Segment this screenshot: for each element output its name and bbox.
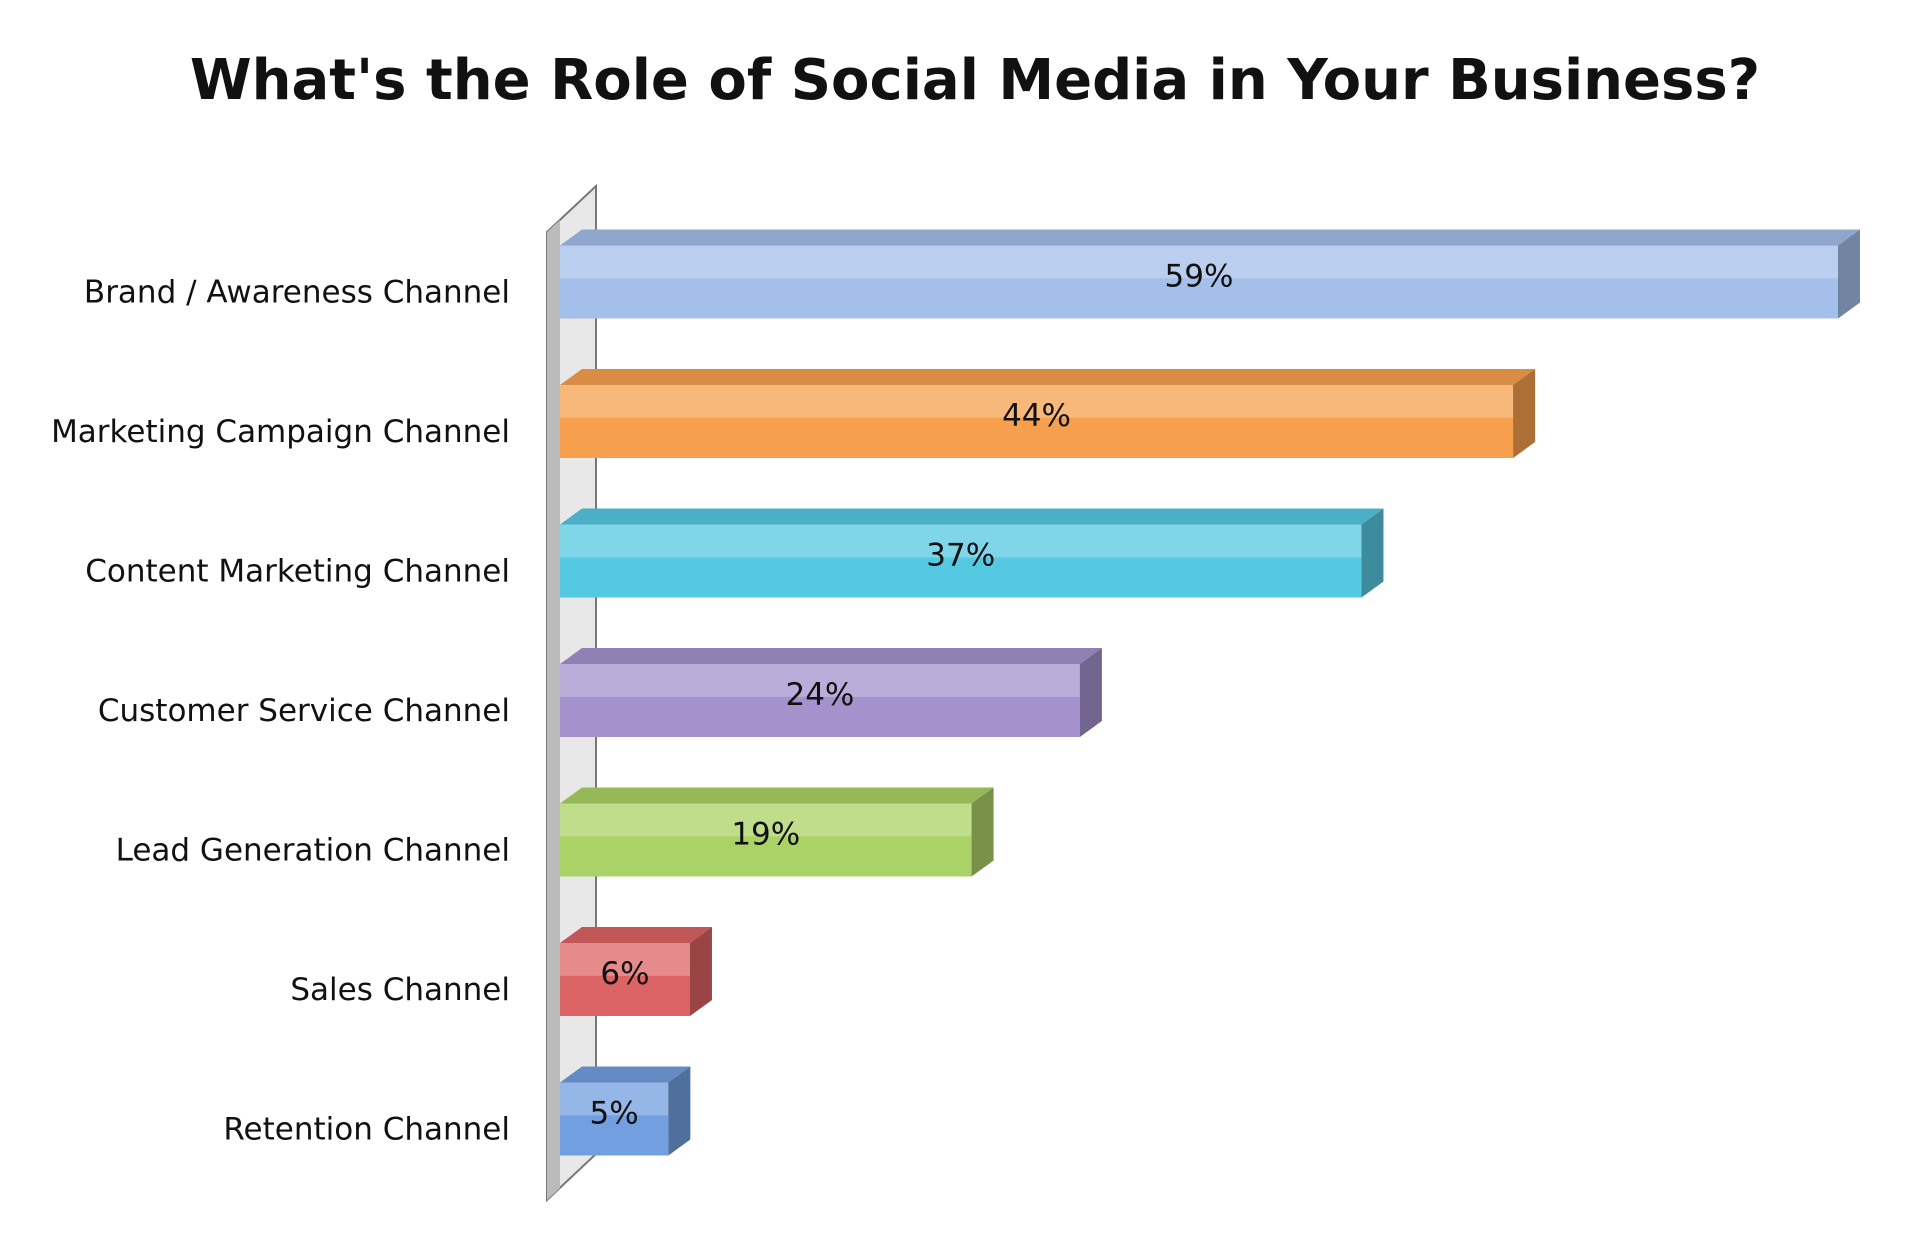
- bar: [560, 664, 1080, 737]
- value-label: 24%: [785, 677, 854, 713]
- category-label: Content Marketing Channel: [85, 554, 510, 590]
- bar-top: [560, 648, 1102, 664]
- category-label: Marketing Campaign Channel: [51, 414, 510, 450]
- category-label: Lead Generation Channel: [116, 833, 510, 869]
- bar-side: [1079, 648, 1102, 737]
- bar-side: [971, 787, 994, 877]
- bar-shine: [560, 803, 972, 837]
- bar-top: [560, 229, 1860, 246]
- bar: [560, 385, 1514, 458]
- bar: [560, 1082, 669, 1156]
- bar-top: [560, 787, 994, 804]
- bar-side: [668, 1066, 691, 1156]
- value-label: 5%: [590, 1096, 639, 1132]
- bar-shine: [560, 1082, 669, 1116]
- bar-shine: [560, 943, 690, 976]
- bar-shine: [560, 245, 1838, 279]
- bar-side: [1513, 369, 1536, 458]
- category-label: Retention Channel: [223, 1112, 510, 1148]
- bar-side-shade: [1361, 508, 1384, 598]
- value-label: 44%: [1002, 398, 1071, 434]
- bar-top: [560, 927, 712, 943]
- bar-top-shade: [560, 1066, 691, 1083]
- bar: [560, 245, 1838, 319]
- bar-top: [560, 508, 1384, 525]
- chart-title: What's the Role of Social Media in Your …: [190, 48, 1760, 113]
- bar-shine: [560, 385, 1514, 418]
- bar-side-shade: [1513, 369, 1536, 458]
- bar-side-shade: [689, 927, 712, 1016]
- bar-top-shade: [560, 229, 1860, 246]
- bar-shine: [560, 524, 1362, 558]
- bar: [560, 803, 972, 877]
- bar-shine: [560, 664, 1080, 697]
- bar: [560, 524, 1362, 598]
- category-label: Brand / Awareness Channel: [84, 275, 510, 311]
- value-label: 37%: [926, 538, 995, 574]
- bar-side: [1361, 508, 1384, 598]
- category-label: Customer Service Channel: [98, 693, 510, 729]
- bar-side-shade: [1079, 648, 1102, 737]
- bar-side-shade: [971, 787, 994, 877]
- bar-top-shade: [560, 927, 712, 943]
- bar-top: [560, 369, 1536, 385]
- axis-wall-edge: [547, 220, 560, 1200]
- bar-top-shade: [560, 369, 1536, 385]
- bar-side: [689, 927, 712, 1016]
- bar: [560, 943, 690, 1016]
- bar-side-shade: [1838, 229, 1860, 319]
- bar-top-shade: [560, 508, 1384, 525]
- category-label: Sales Channel: [290, 972, 510, 1008]
- value-label: 19%: [731, 817, 800, 853]
- bar-top: [560, 1066, 691, 1083]
- bar-top-shade: [560, 787, 994, 804]
- value-label: 6%: [600, 956, 649, 992]
- value-label: 59%: [1165, 259, 1234, 295]
- bar-top-shade: [560, 648, 1102, 664]
- bar-side: [1838, 229, 1860, 319]
- bar-side-shade: [668, 1066, 691, 1156]
